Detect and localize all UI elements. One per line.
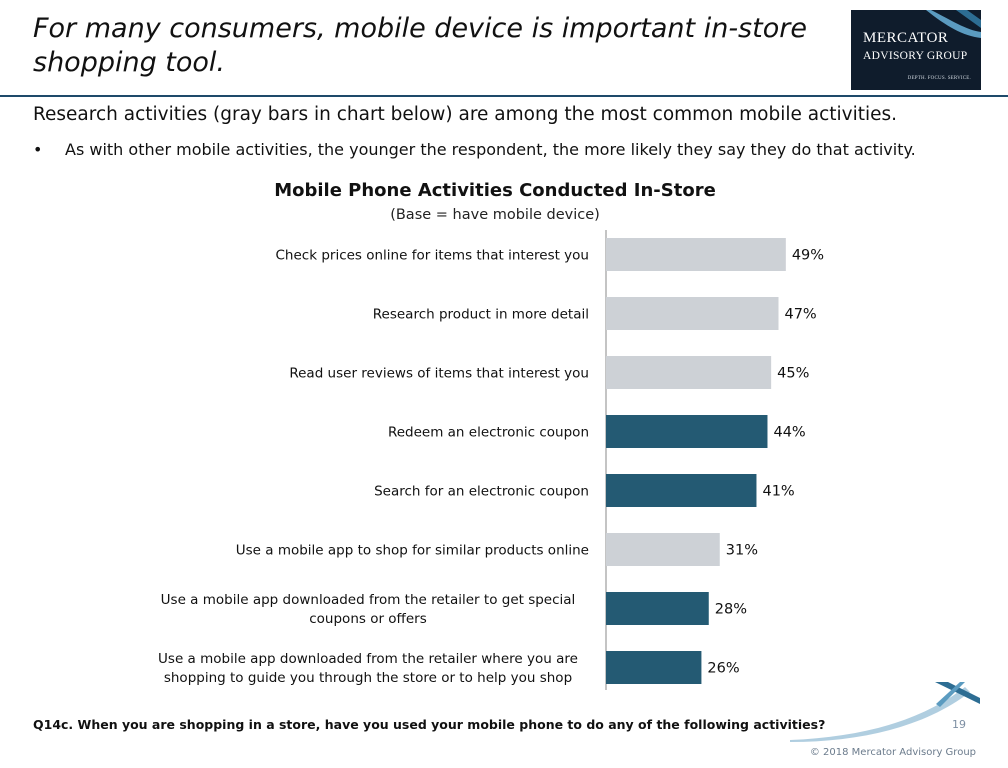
page-number: 19	[952, 718, 966, 731]
chart-title: Mobile Phone Activities Conducted In-Sto…	[274, 180, 716, 201]
category-label: Research product in more detail	[373, 307, 589, 323]
logo-line-1: MERCATOR	[863, 30, 949, 46]
bar	[606, 592, 709, 625]
slide-title: For many consumers, mobile device is imp…	[33, 13, 807, 78]
category-label: shopping to guide you through the store …	[164, 670, 572, 686]
category-label: Use a mobile app downloaded from the ret…	[161, 592, 576, 608]
category-label: Read user reviews of items that interest…	[289, 366, 589, 382]
bar	[606, 356, 772, 389]
bar	[606, 474, 757, 507]
slide-subtitle: Research activities (gray bars in chart …	[33, 104, 898, 125]
data-label: 49%	[792, 248, 824, 264]
data-label: 41%	[762, 484, 794, 500]
data-label: 44%	[773, 425, 805, 441]
data-label: 28%	[715, 602, 747, 618]
category-label: Redeem an electronic coupon	[388, 425, 589, 441]
copyright-text: © 2018 Mercator Advisory Group	[809, 747, 976, 758]
category-label: Use a mobile app to shop for similar pro…	[236, 543, 589, 559]
bar	[606, 297, 779, 330]
data-label: 26%	[707, 661, 739, 677]
category-label: coupons or offers	[309, 611, 427, 627]
mercator-logo: MERCATOR ADVISORY GROUP DEPTH. FOCUS. SE…	[851, 10, 981, 90]
logo-tagline: DEPTH. FOCUS. SERVICE.	[907, 76, 971, 81]
bar	[606, 415, 768, 448]
bar	[606, 238, 786, 271]
data-label: 31%	[726, 543, 758, 559]
footer-swoosh-icon	[790, 682, 980, 742]
bar	[606, 533, 720, 566]
logo-swoosh-icon	[926, 10, 981, 38]
bar	[606, 651, 702, 684]
category-label: Search for an electronic coupon	[374, 484, 589, 500]
category-label: Check prices online for items that inter…	[276, 248, 590, 264]
header-divider	[0, 95, 1008, 97]
category-label: Use a mobile app downloaded from the ret…	[158, 651, 578, 667]
logo-line-2: ADVISORY GROUP	[863, 50, 968, 62]
survey-question: Q14c. When you are shopping in a store, …	[33, 717, 826, 732]
bullet-point: • As with other mobile activities, the yo…	[33, 140, 916, 159]
data-label: 47%	[784, 307, 816, 323]
chart-subtitle: (Base = have mobile device)	[390, 207, 600, 223]
data-label: 45%	[777, 366, 809, 382]
bullet-icon: •	[33, 140, 43, 159]
bullet-text: As with other mobile activities, the you…	[65, 140, 916, 159]
